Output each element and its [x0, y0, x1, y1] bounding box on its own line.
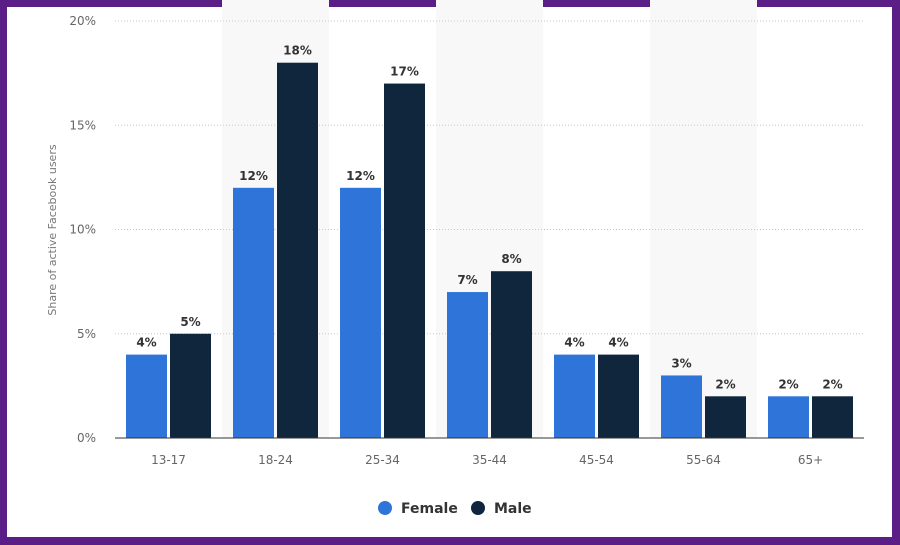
legend-marker-male	[471, 501, 485, 515]
data-label: 5%	[180, 315, 200, 329]
category-band	[650, 0, 757, 438]
data-label: 2%	[778, 377, 798, 391]
x-tick-label: 18-24	[258, 453, 293, 467]
bar-male-13-17	[170, 333, 211, 438]
bar-female-45-54	[554, 354, 595, 438]
bar-male-25-34	[384, 83, 425, 439]
x-tick-label: 25-34	[365, 453, 400, 467]
y-tick-label: 20%	[69, 14, 96, 28]
data-label: 18%	[283, 44, 312, 58]
y-tick-label: 0%	[77, 431, 96, 445]
data-label: 4%	[136, 336, 156, 350]
data-label: 12%	[346, 169, 375, 183]
data-label: 12%	[239, 169, 268, 183]
y-axis-ticks: 0% 5% 10% 15% 20%	[69, 14, 96, 445]
bar-male-55-64	[705, 396, 746, 438]
legend-label: Female	[401, 501, 458, 517]
gridlines	[115, 20, 864, 335]
y-tick-label: 10%	[69, 223, 96, 237]
bars	[126, 62, 853, 439]
x-axis-ticks: 13-17 18-24 25-34 35-44 45-54 55-64 65+	[151, 453, 823, 467]
x-tick-label: 35-44	[472, 453, 507, 467]
bar-male-45-54	[598, 354, 639, 438]
legend-marker-female	[378, 501, 392, 515]
y-tick-label: 5%	[77, 327, 96, 341]
bar-female-65+	[768, 396, 809, 438]
bar-female-55-64	[661, 375, 702, 438]
bar-male-35-44	[491, 271, 532, 438]
x-tick-label: 45-54	[579, 453, 614, 467]
data-label: 7%	[457, 273, 477, 287]
data-label: 3%	[671, 356, 691, 370]
data-label: 17%	[390, 65, 419, 79]
bar-female-25-34	[340, 187, 381, 438]
y-axis-label: Share of active Facebook users	[46, 144, 59, 315]
x-tick-label: 65+	[798, 453, 823, 467]
bar-female-13-17	[126, 354, 167, 438]
y-tick-label: 15%	[69, 118, 96, 132]
x-tick-label: 55-64	[686, 453, 721, 467]
data-labels: 4% 12% 12% 7% 4% 3% 2% 5% 18% 17% 8% 4% 2% 2%	[136, 44, 842, 392]
data-label: 8%	[501, 252, 521, 266]
x-tick-label: 13-17	[151, 453, 186, 467]
data-label: 2%	[822, 377, 842, 391]
bar-male-65+	[812, 396, 853, 438]
data-label: 4%	[564, 336, 584, 350]
bar-male-18-24	[277, 62, 318, 438]
data-label: 2%	[715, 377, 735, 391]
data-label: 4%	[608, 336, 628, 350]
bar-female-18-24	[233, 187, 274, 438]
bar-female-35-44	[447, 292, 488, 438]
legend: Female Male	[378, 501, 532, 517]
legend-label: Male	[494, 501, 532, 517]
